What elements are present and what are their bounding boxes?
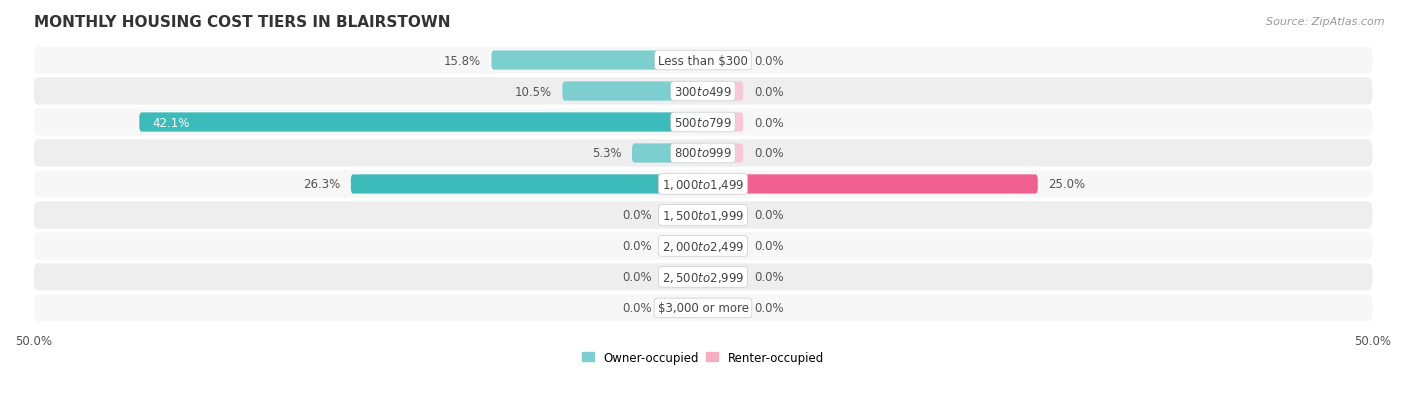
- FancyBboxPatch shape: [352, 175, 703, 194]
- Text: $2,000 to $2,499: $2,000 to $2,499: [662, 240, 744, 253]
- Text: 0.0%: 0.0%: [754, 301, 783, 315]
- Text: 0.0%: 0.0%: [623, 240, 652, 253]
- Text: 0.0%: 0.0%: [754, 209, 783, 222]
- Text: 0.0%: 0.0%: [623, 209, 652, 222]
- Text: 25.0%: 25.0%: [1049, 178, 1085, 191]
- Text: 0.0%: 0.0%: [754, 147, 783, 160]
- Text: $3,000 or more: $3,000 or more: [658, 301, 748, 315]
- FancyBboxPatch shape: [662, 237, 703, 256]
- FancyBboxPatch shape: [34, 294, 1372, 322]
- FancyBboxPatch shape: [34, 140, 1372, 167]
- Text: $800 to $999: $800 to $999: [673, 147, 733, 160]
- FancyBboxPatch shape: [703, 206, 744, 225]
- Text: 0.0%: 0.0%: [623, 271, 652, 284]
- Text: $500 to $799: $500 to $799: [673, 116, 733, 129]
- FancyBboxPatch shape: [703, 268, 744, 287]
- FancyBboxPatch shape: [662, 206, 703, 225]
- FancyBboxPatch shape: [703, 113, 744, 132]
- FancyBboxPatch shape: [703, 51, 744, 71]
- FancyBboxPatch shape: [34, 263, 1372, 291]
- Text: 5.3%: 5.3%: [592, 147, 621, 160]
- Text: 0.0%: 0.0%: [754, 271, 783, 284]
- FancyBboxPatch shape: [492, 51, 703, 71]
- Text: 42.1%: 42.1%: [153, 116, 190, 129]
- FancyBboxPatch shape: [703, 299, 744, 318]
- Text: 0.0%: 0.0%: [754, 55, 783, 67]
- Text: $1,500 to $1,999: $1,500 to $1,999: [662, 209, 744, 223]
- FancyBboxPatch shape: [34, 202, 1372, 229]
- FancyBboxPatch shape: [34, 109, 1372, 136]
- FancyBboxPatch shape: [34, 47, 1372, 74]
- FancyBboxPatch shape: [139, 113, 703, 132]
- Text: $300 to $499: $300 to $499: [673, 85, 733, 98]
- Text: 26.3%: 26.3%: [302, 178, 340, 191]
- Text: 0.0%: 0.0%: [623, 301, 652, 315]
- FancyBboxPatch shape: [562, 82, 703, 101]
- FancyBboxPatch shape: [34, 78, 1372, 105]
- Legend: Owner-occupied, Renter-occupied: Owner-occupied, Renter-occupied: [578, 346, 828, 368]
- Text: 0.0%: 0.0%: [754, 240, 783, 253]
- FancyBboxPatch shape: [662, 299, 703, 318]
- Text: 15.8%: 15.8%: [444, 55, 481, 67]
- FancyBboxPatch shape: [34, 171, 1372, 198]
- Text: 0.0%: 0.0%: [754, 116, 783, 129]
- Text: 10.5%: 10.5%: [515, 85, 551, 98]
- FancyBboxPatch shape: [703, 237, 744, 256]
- Text: $1,000 to $1,499: $1,000 to $1,499: [662, 178, 744, 192]
- FancyBboxPatch shape: [34, 233, 1372, 260]
- FancyBboxPatch shape: [633, 144, 703, 163]
- Text: MONTHLY HOUSING COST TIERS IN BLAIRSTOWN: MONTHLY HOUSING COST TIERS IN BLAIRSTOWN: [34, 15, 450, 30]
- FancyBboxPatch shape: [703, 175, 1038, 194]
- Text: $2,500 to $2,999: $2,500 to $2,999: [662, 270, 744, 284]
- Text: Less than $300: Less than $300: [658, 55, 748, 67]
- FancyBboxPatch shape: [703, 144, 744, 163]
- FancyBboxPatch shape: [703, 82, 744, 101]
- Text: Source: ZipAtlas.com: Source: ZipAtlas.com: [1267, 17, 1385, 26]
- Text: 0.0%: 0.0%: [754, 85, 783, 98]
- FancyBboxPatch shape: [662, 268, 703, 287]
